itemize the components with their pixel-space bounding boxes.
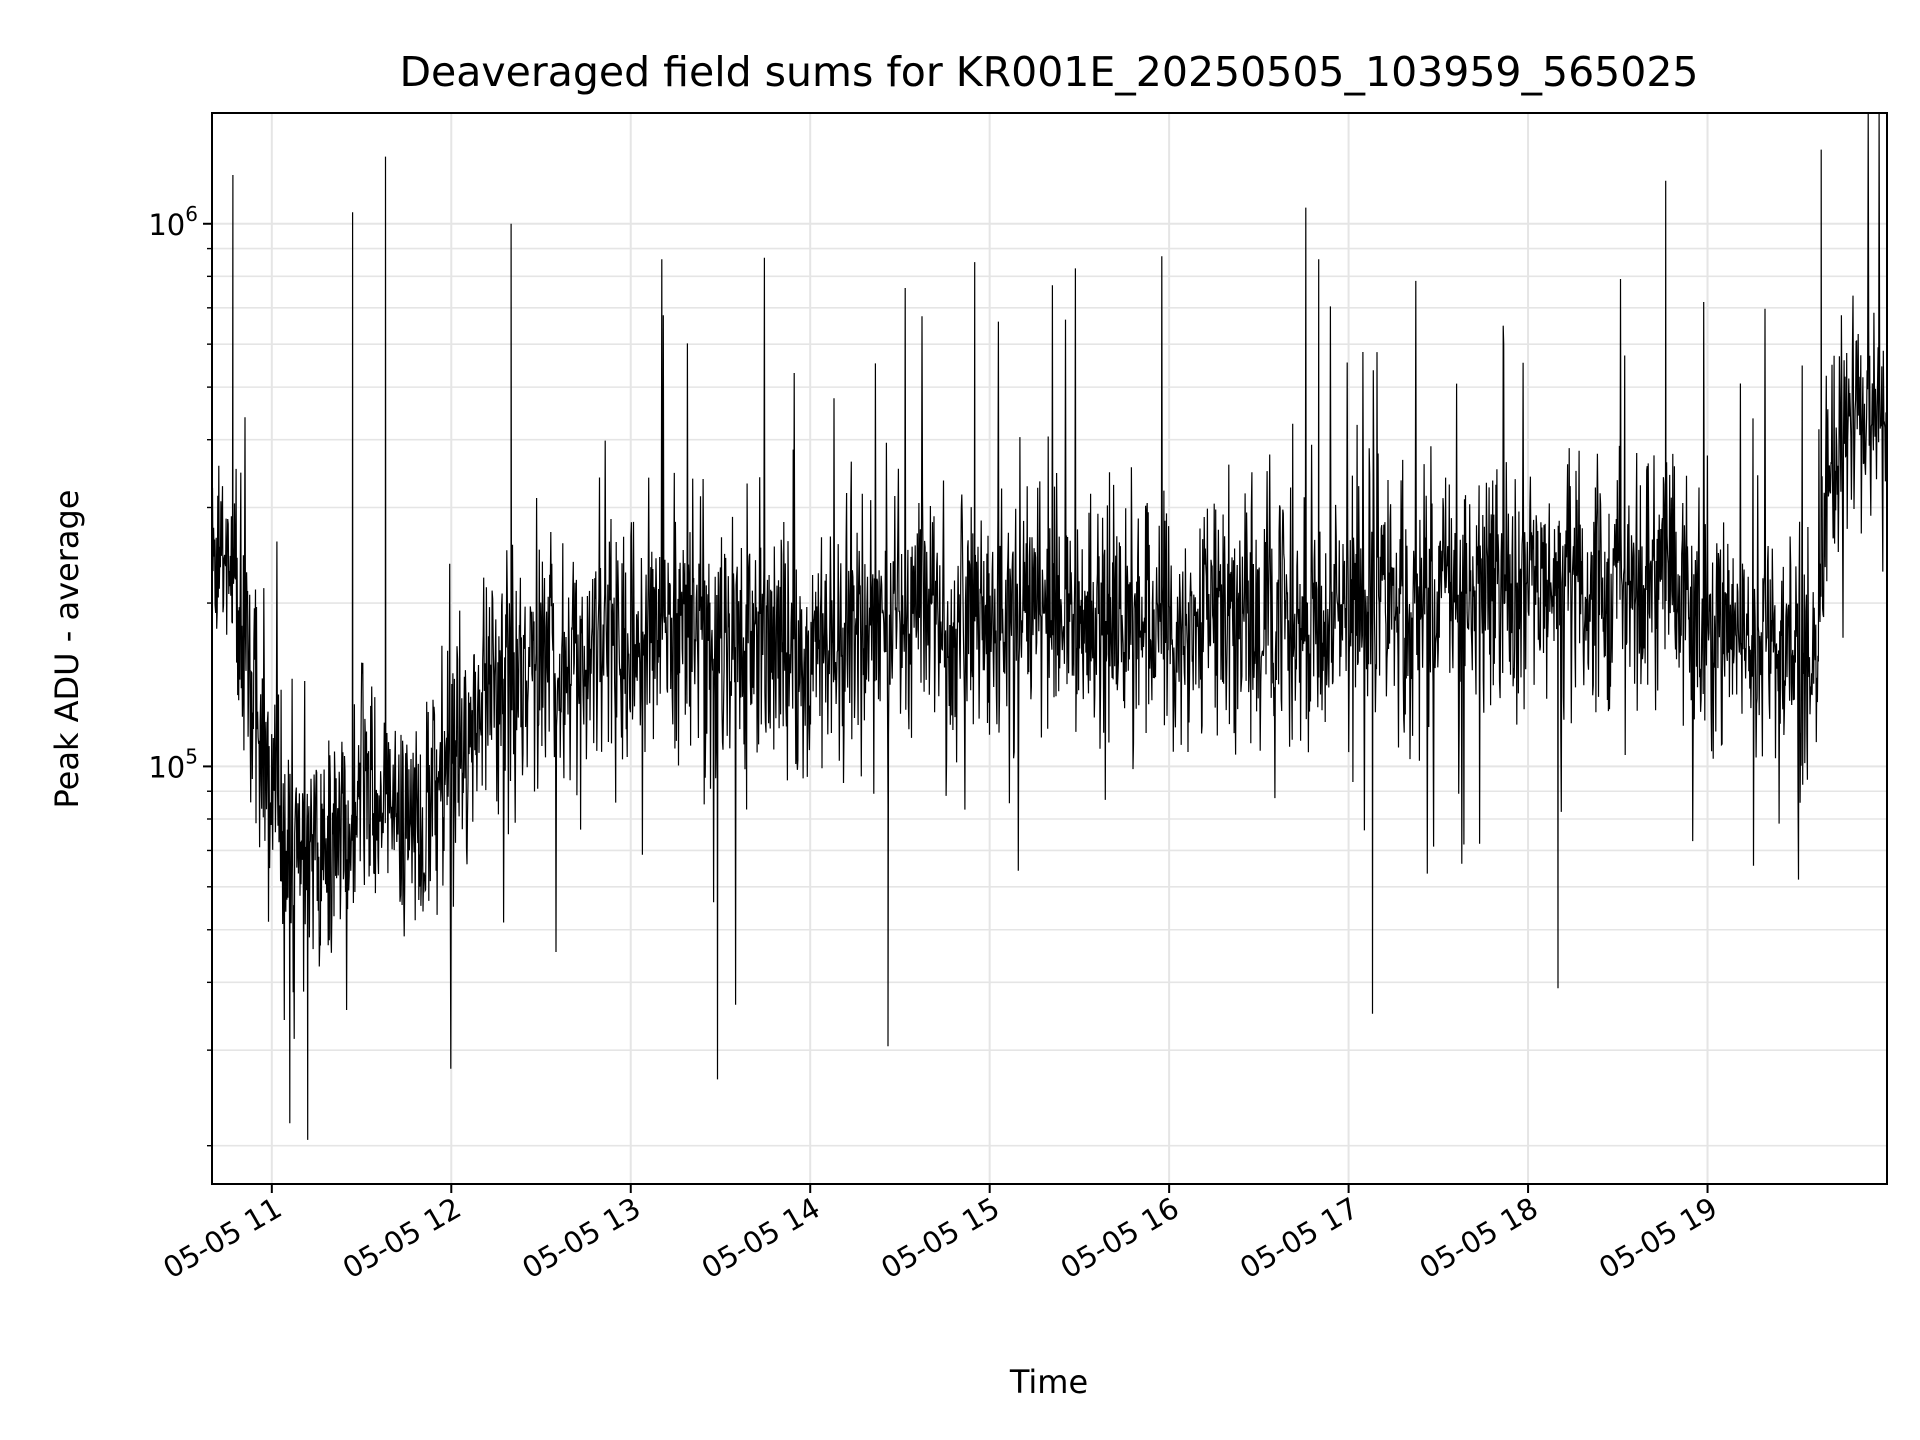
plot-frame — [211, 112, 1888, 1185]
y-axis: 105 106 — [148, 202, 212, 1147]
y-axis-title: Peak ADU - average — [48, 490, 86, 809]
series-line — [212, 113, 1887, 1140]
y-tick-label: 105 — [148, 744, 198, 784]
y-tick-label: 106 — [148, 202, 198, 242]
x-axis-title: Time — [1009, 1363, 1088, 1401]
chart-title: Deaveraged field sums for KR001E_2025050… — [399, 48, 1698, 96]
